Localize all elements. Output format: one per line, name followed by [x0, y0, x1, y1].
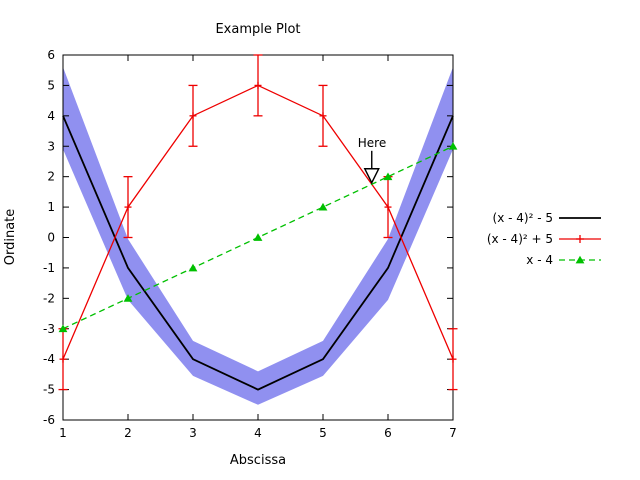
point-marker-triangle	[253, 233, 263, 241]
confidence-band	[63, 67, 453, 405]
y-tick-label: 4	[47, 109, 55, 123]
x-tick-label: 6	[384, 426, 392, 440]
y-tick-label: -6	[43, 413, 55, 427]
series-line-parabola-minus5	[62, 115, 454, 391]
y-tick-label: -2	[43, 291, 55, 305]
x-tick-label: 7	[449, 426, 457, 440]
legend: (x - 4)² - 5 (x - 4)² + 5 x - 4	[487, 211, 553, 267]
x-tick-label: 1	[59, 426, 67, 440]
x-tick-label: 3	[189, 426, 197, 440]
legend-label-series2: (x - 4)² + 5	[487, 232, 553, 246]
y-tick-label: 5	[47, 78, 55, 92]
point-marker-triangle	[318, 202, 328, 211]
point-marker-triangle	[188, 263, 198, 272]
series-line-parabola-plus5	[62, 84, 454, 360]
y-tick-label: -1	[43, 261, 55, 275]
point-marker-triangle	[448, 142, 458, 150]
plot-graphics: 1 2 3 4 5 6 7 -6 -5 -4 -3 -2 -1 0 1 2 3 4 5 6	[43, 48, 601, 440]
y-axis-title: Ordinate	[3, 209, 18, 266]
point-marker-triangle	[58, 324, 68, 333]
y-tick-label: -3	[43, 322, 55, 336]
y-tick-label: 3	[47, 139, 55, 153]
x-axis-title: Abscissa	[230, 453, 286, 468]
x-tick-label: 5	[319, 426, 327, 440]
y-tick-label: -5	[43, 383, 55, 397]
y-tick-label: 0	[47, 231, 55, 245]
annotation-label: Here	[358, 136, 386, 150]
y-tick-label: 1	[47, 200, 55, 214]
point-marker-triangle	[383, 172, 393, 181]
legend-marker-triangle	[575, 255, 585, 264]
chart-title: Example Plot	[215, 22, 300, 37]
point-marker-triangle	[123, 294, 133, 302]
x-tick-label: 2	[124, 426, 132, 440]
legend-label-series3: x - 4	[526, 253, 553, 267]
annotation-arrow-head	[363, 168, 380, 185]
x-tick-label: 4	[254, 426, 262, 440]
y-tick-label: -4	[43, 352, 55, 366]
y-tick-label: 2	[47, 170, 55, 184]
y-tick-label: 6	[47, 48, 55, 62]
legend-label-series1: (x - 4)² - 5	[493, 211, 553, 225]
